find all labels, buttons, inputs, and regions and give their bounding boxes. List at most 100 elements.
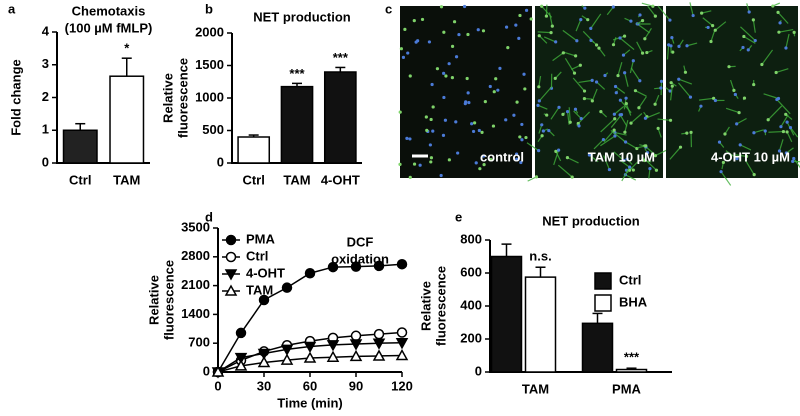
fiber: [736, 117, 747, 125]
cell: [735, 122, 739, 126]
legend-label: Ctrl: [246, 248, 268, 263]
cell: [597, 46, 601, 50]
cell: [575, 39, 579, 43]
cell: [738, 143, 742, 147]
y-tick-label: 3500: [181, 219, 210, 234]
cell: [565, 156, 570, 160]
cell: [601, 137, 606, 142]
fiber: [743, 35, 756, 44]
annotation: DCF: [347, 234, 374, 249]
cell: [579, 18, 583, 22]
panel-letter: b: [205, 1, 213, 16]
x-tick-label: 0: [214, 378, 221, 393]
cell: [624, 102, 628, 106]
cell: [631, 168, 635, 172]
cell: [629, 19, 633, 23]
cell: [677, 44, 681, 49]
fiber: [617, 61, 623, 76]
cell: [481, 154, 486, 158]
fiber: [635, 90, 647, 97]
marker: [303, 341, 317, 354]
cell: [492, 90, 496, 94]
cell: [683, 70, 688, 74]
cell: [489, 157, 493, 162]
cell: [473, 121, 477, 125]
y-tick-label: 2000: [195, 24, 224, 39]
cell: [613, 117, 617, 121]
micrograph: [398, 4, 533, 179]
bar: [62, 129, 98, 164]
cell: [491, 124, 496, 128]
y-axis-label: fluorescence: [433, 266, 448, 346]
fiber: [613, 105, 625, 115]
cell: [671, 50, 675, 54]
fiber: [552, 52, 564, 62]
cell: [463, 101, 467, 106]
y-tick-label: 2100: [181, 277, 210, 292]
x-tick-label: TAM: [522, 381, 549, 396]
cell: [638, 79, 642, 83]
cell: [408, 175, 412, 179]
chart-title: NET production: [542, 213, 640, 228]
cell: [435, 67, 440, 71]
marker: [396, 327, 408, 338]
cell: [520, 122, 524, 127]
cell: [408, 137, 412, 141]
cell: [561, 51, 565, 55]
cell: [653, 102, 657, 106]
cell: [439, 5, 444, 9]
fiber: [537, 31, 552, 34]
cell: [514, 23, 518, 27]
bar: [323, 71, 357, 164]
cell: [624, 140, 628, 144]
fiber: [761, 49, 774, 65]
y-tick-label: 1: [42, 122, 49, 137]
cell: [712, 96, 716, 100]
fiber: [776, 99, 791, 115]
cell: [625, 157, 629, 161]
cell: [444, 74, 448, 78]
cell: [403, 27, 407, 31]
cell: [442, 30, 446, 34]
cell: [467, 100, 471, 105]
fiber: [678, 78, 693, 85]
panel-letter: d: [205, 209, 213, 224]
cell: [457, 32, 461, 37]
fiber: [785, 33, 790, 49]
marker: [396, 258, 408, 270]
fiber: [725, 107, 740, 114]
y-tick-label: 0: [217, 154, 224, 169]
fiber: [729, 79, 735, 91]
cell: [775, 97, 779, 102]
cell: [624, 96, 628, 100]
cell: [643, 37, 647, 41]
y-tick-label: 0: [475, 363, 482, 378]
cell: [771, 4, 775, 8]
fiber: [657, 5, 671, 21]
panel-letter: a: [8, 1, 16, 16]
fiber: [702, 17, 714, 27]
cell: [568, 120, 572, 124]
cell: [654, 168, 659, 172]
cell: [784, 112, 788, 116]
cell: [779, 125, 783, 129]
y-tick-label: 2: [42, 89, 49, 104]
cell: [760, 62, 764, 67]
marker: [373, 260, 385, 272]
cell: [454, 120, 458, 124]
cell: [429, 156, 434, 160]
image-label: TAM 10 µM: [588, 149, 655, 164]
cell: [622, 158, 626, 163]
x-tick-label: 120: [391, 378, 413, 393]
cell: [442, 95, 446, 100]
cell: [668, 89, 672, 93]
cell: [637, 106, 641, 110]
marker: [303, 351, 317, 363]
cell: [717, 140, 722, 144]
y-axis-label: Relative: [160, 73, 175, 123]
cell: [408, 74, 412, 78]
cell: [554, 149, 558, 153]
fiber: [629, 60, 634, 74]
cell: [776, 10, 780, 14]
cell: [792, 30, 796, 34]
